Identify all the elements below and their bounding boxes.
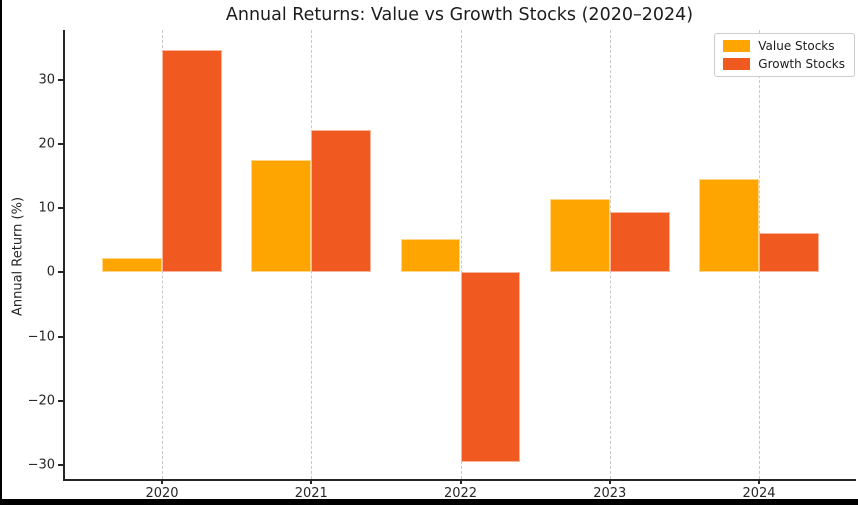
gridline-2022 — [460, 30, 462, 479]
bar-value-stocks-2020 — [102, 257, 162, 273]
y-tick-label-20: 20 — [38, 136, 55, 152]
y-tick-30 — [58, 79, 63, 82]
y-tick--30 — [58, 463, 63, 466]
x-tick-2022 — [459, 479, 462, 484]
bar-value-stocks-2021 — [251, 160, 312, 273]
y-tick-label--10: −10 — [27, 329, 55, 345]
window-border-left — [0, 0, 2, 505]
y-tick--20 — [58, 399, 63, 402]
y-tick-label-10: 10 — [38, 200, 55, 216]
legend: Value Stocks Growth Stocks — [714, 33, 855, 77]
x-tick-label-2021: 2021 — [294, 486, 328, 501]
plot-area: 30 20 10 0 −10 −20 −30 2020 2021 2022 2023 2024 Va… — [28, 30, 856, 501]
y-tick-0 — [58, 271, 63, 274]
legend-label-value-stocks: Value Stocks — [758, 39, 835, 53]
bar-value-stocks-2024 — [699, 178, 759, 273]
y-tick-20 — [58, 143, 63, 146]
legend-item-value-stocks: Value Stocks — [723, 39, 845, 53]
x-tick-label-2020: 2020 — [145, 486, 179, 501]
legend-swatch-value-stocks — [723, 40, 751, 52]
y-tick-label-30: 30 — [38, 72, 55, 88]
x-tick-label-2023: 2023 — [593, 486, 627, 501]
x-tick-2023 — [608, 479, 611, 484]
legend-label-growth-stocks: Growth Stocks — [758, 57, 845, 71]
y-tick-10 — [58, 207, 63, 210]
bar-growth-stocks-2020 — [162, 49, 222, 273]
legend-swatch-growth-stocks — [723, 58, 751, 70]
bar-value-stocks-2022 — [400, 239, 461, 273]
window-border-bottom — [0, 499, 858, 505]
x-tick-2020 — [161, 479, 163, 484]
y-tick-label--20: −20 — [27, 393, 55, 409]
legend-item-growth-stocks: Growth Stocks — [723, 57, 845, 71]
x-tick-label-2022: 2022 — [443, 486, 478, 501]
x-tick-2024 — [757, 479, 760, 484]
y-tick-label--30: −30 — [27, 457, 55, 473]
y-axis-label: Annual Return (%) — [10, 196, 26, 317]
bar-growth-stocks-2022 — [460, 272, 521, 462]
bar-growth-stocks-2021 — [311, 130, 372, 273]
chart-title: Annual Returns: Value vs Growth Stocks (… — [225, 5, 694, 25]
x-tick-label-2024: 2024 — [742, 486, 776, 501]
bar-growth-stocks-2024 — [758, 232, 819, 273]
y-tick--10 — [58, 335, 63, 338]
bar-value-stocks-2023 — [549, 199, 610, 273]
x-tick-2021 — [310, 479, 313, 484]
y-tick-label-0: 0 — [46, 264, 55, 280]
bar-growth-stocks-2023 — [609, 211, 670, 273]
